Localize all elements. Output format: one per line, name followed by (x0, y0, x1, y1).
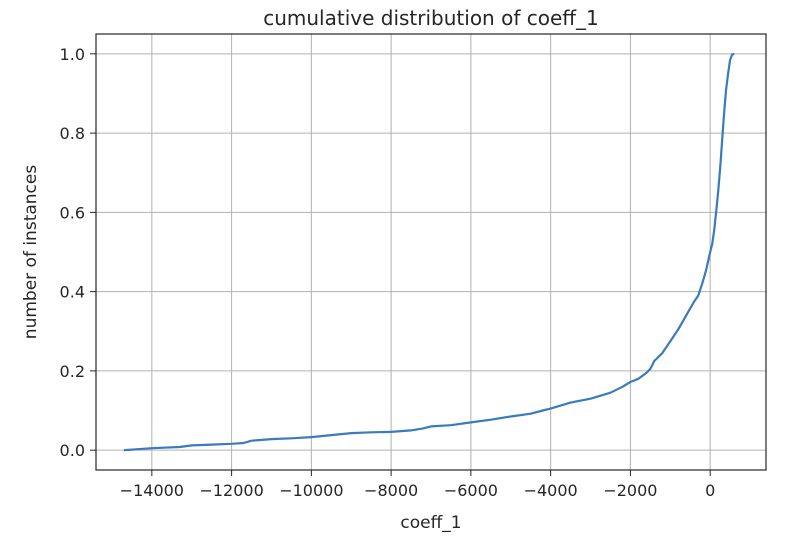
x-tick-label: −10000 (279, 481, 343, 500)
x-tick-label: −8000 (364, 481, 418, 500)
plot-frame (95, 33, 767, 471)
x-tick-label: −6000 (444, 481, 498, 500)
x-tick-label: −4000 (524, 481, 578, 500)
y-tick-label: 0.8 (60, 124, 85, 143)
x-tick-label: −2000 (603, 481, 657, 500)
y-tick-label: 0.6 (60, 203, 85, 222)
chart-title: cumulative distribution of coeff_1 (263, 6, 599, 30)
y-axis-label: number of instances (21, 165, 41, 340)
cdf-series-line (123, 52, 735, 452)
x-axis-label: coeff_1 (400, 513, 461, 533)
x-tick-label: 0 (705, 481, 715, 500)
grid (96, 34, 766, 470)
x-tick-label: −14000 (120, 481, 184, 500)
y-tick-label: 0.4 (60, 283, 85, 302)
ticks: −14000 −12000 −10000 −8000 −6000 −4000 −2000 0 0… (60, 45, 716, 500)
series-layer (123, 52, 735, 452)
y-tick-label: 0.0 (60, 441, 85, 460)
y-tick-label: 1.0 (60, 45, 85, 64)
y-tick-label: 0.2 (60, 362, 85, 381)
x-tick-label: −12000 (199, 481, 263, 500)
